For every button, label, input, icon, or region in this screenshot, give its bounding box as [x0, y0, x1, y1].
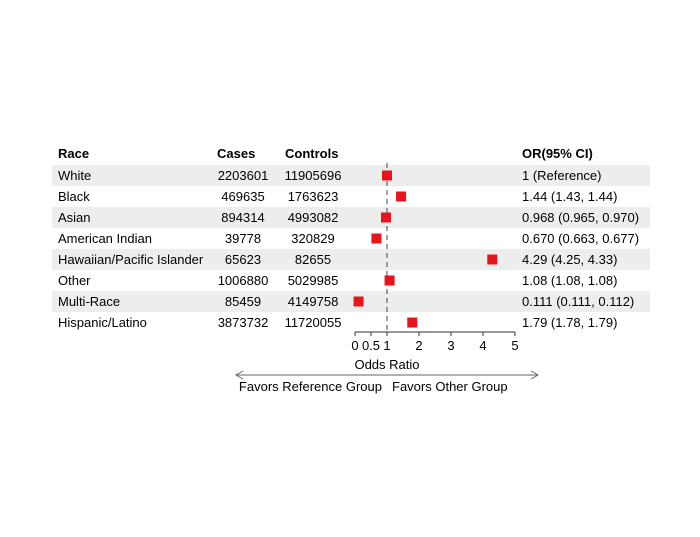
odds-ratio-marker	[380, 212, 391, 223]
table-row: Hispanic/Latino 3873732 11720055 1.79 (1.78…	[58, 315, 617, 330]
markers	[353, 170, 498, 328]
row-controls-value: 4149758	[288, 294, 339, 309]
row-race-label: White	[58, 168, 91, 183]
row-controls-value: 1763623	[288, 189, 339, 204]
header-cases: Cases	[217, 146, 255, 161]
row-race-label: Hispanic/Latino	[58, 315, 147, 330]
odds-ratio-marker	[353, 296, 364, 307]
row-controls-value: 82655	[295, 252, 331, 267]
row-stripe	[52, 291, 650, 312]
table-row: Black 469635 1763623 1.44 (1.43, 1.44)	[58, 189, 617, 204]
odds-ratio-marker	[487, 254, 498, 265]
header-controls: Controls	[285, 146, 338, 161]
row-stripe	[52, 207, 650, 228]
direction-arrow	[234, 370, 540, 380]
table-row: White 2203601 11905696 1 (Reference)	[58, 168, 601, 183]
row-race-label: Multi-Race	[58, 294, 120, 309]
row-or-ci-value: 1.79 (1.78, 1.79)	[522, 315, 617, 330]
favors-reference-label: Favors Reference Group	[239, 379, 382, 394]
odds-ratio-marker	[384, 275, 395, 286]
x-tick-label: 0.5	[362, 338, 380, 353]
table-row: Asian 894314 4993082 0.968 (0.965, 0.970)	[58, 210, 639, 225]
row-controls-value: 5029985	[288, 273, 339, 288]
row-cases-value: 65623	[225, 252, 261, 267]
x-axis-label: Odds Ratio	[354, 357, 419, 372]
x-tick-label: 0	[351, 338, 358, 353]
row-stripe	[52, 165, 650, 186]
row-race-label: American Indian	[58, 231, 152, 246]
row-race-label: Hawaiian/Pacific Islander	[58, 252, 204, 267]
odds-ratio-marker	[371, 233, 382, 244]
table-rows: White 2203601 11905696 1 (Reference) Black 46…	[58, 168, 639, 330]
table-row: Multi-Race 85459 4149758 0.111 (0.111, 0.11…	[58, 294, 634, 309]
x-axis: 0 0.5 1 2 3 4 5	[351, 331, 519, 353]
row-or-ci-value: 1.44 (1.43, 1.44)	[522, 189, 617, 204]
x-tick-label: 4	[479, 338, 486, 353]
row-or-ci-value: 0.111 (0.111, 0.112)	[522, 294, 634, 309]
row-controls-value: 11905696	[285, 168, 342, 183]
table-row: Other 1006880 5029985 1.08 (1.08, 1.08)	[58, 273, 617, 288]
x-tick-label: 5	[511, 338, 518, 353]
row-cases-value: 894314	[221, 210, 264, 225]
row-cases-value: 39778	[225, 231, 261, 246]
row-cases-value: 3873732	[218, 315, 269, 330]
row-controls-value: 320829	[291, 231, 334, 246]
right-arrowhead	[530, 370, 540, 380]
left-arrowhead	[234, 370, 244, 380]
row-cases-value: 1006880	[218, 273, 269, 288]
row-controls-value: 11720055	[285, 315, 342, 330]
table-row: Hawaiian/Pacific Islander 65623 82655 4.29 …	[58, 252, 617, 267]
x-tick-label: 2	[415, 338, 422, 353]
row-stripe	[52, 249, 650, 270]
odds-ratio-marker	[396, 191, 407, 202]
odds-ratio-marker	[407, 317, 418, 328]
row-or-ci-value: 0.670 (0.663, 0.677)	[522, 231, 639, 246]
header-or-ci: OR(95% CI)	[522, 146, 593, 161]
favors-other-label: Favors Other Group	[392, 379, 508, 394]
row-cases-value: 469635	[221, 189, 264, 204]
row-controls-value: 4993082	[288, 210, 339, 225]
odds-ratio-marker	[382, 170, 392, 181]
row-race-label: Asian	[58, 210, 91, 225]
row-stripes	[52, 165, 650, 312]
row-cases-value: 85459	[225, 294, 261, 309]
row-or-ci-value: 0.968 (0.965, 0.970)	[522, 210, 639, 225]
row-or-ci-value: 1 (Reference)	[522, 168, 601, 183]
header-race: Race	[58, 146, 89, 161]
row-race-label: Black	[58, 189, 90, 204]
table-row: American Indian 39778 320829 0.670 (0.663, …	[58, 231, 639, 246]
row-or-ci-value: 1.08 (1.08, 1.08)	[522, 273, 617, 288]
x-tick-label: 3	[447, 338, 454, 353]
row-or-ci-value: 4.29 (4.25, 4.33)	[522, 252, 617, 267]
row-race-label: Other	[58, 273, 91, 288]
row-cases-value: 2203601	[218, 168, 269, 183]
x-tick-label: 1	[383, 338, 390, 353]
